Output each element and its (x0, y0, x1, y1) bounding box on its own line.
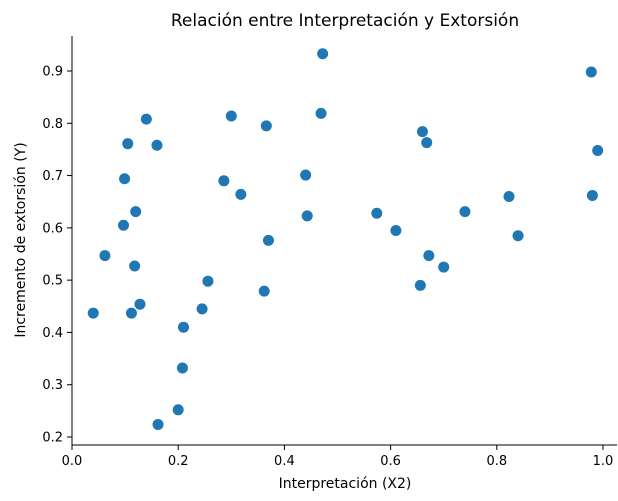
data-point (258, 285, 270, 297)
x-tick-label: 0.2 (168, 454, 189, 469)
y-tick-label: 0.9 (42, 65, 63, 80)
data-point (421, 137, 433, 149)
data-point (122, 138, 134, 150)
x-tick-label: 0.4 (274, 454, 295, 469)
data-point (414, 279, 426, 291)
data-point (317, 48, 329, 60)
y-tick-label: 0.5 (42, 274, 63, 289)
data-point (196, 303, 208, 315)
data-point (300, 169, 312, 181)
x-axis-title: Interpretación (X2) (279, 476, 412, 492)
data-point (119, 173, 131, 185)
data-point (315, 107, 327, 119)
data-point (459, 206, 471, 218)
data-point (125, 307, 137, 319)
plot-area: 0.0 0.2 0.4 0.6 0.8 1.0 0.2 0.3 0.4 0.5 0.6 0.7 0.8 0… (42, 36, 617, 469)
data-point (172, 404, 184, 416)
data-point (438, 261, 450, 273)
y-tick-label: 0.7 (42, 169, 63, 184)
data-point (202, 275, 214, 287)
data-point (129, 260, 141, 272)
data-point (130, 206, 142, 218)
data-point (134, 298, 146, 310)
data-point (586, 189, 598, 201)
y-tick-label: 0.6 (42, 221, 63, 236)
data-point (585, 66, 597, 78)
data-point (260, 120, 272, 132)
data-point (390, 224, 402, 236)
data-point (371, 207, 383, 219)
y-tick-label: 0.8 (42, 117, 63, 132)
y-axis-title: Incremento de extorsión (Y) (13, 142, 29, 337)
data-point (416, 126, 428, 138)
data-point (99, 250, 111, 262)
x-tick-label: 0.6 (380, 454, 401, 469)
data-point (235, 188, 247, 200)
chart-title: Relación entre Interpretación y Extorsió… (171, 11, 519, 31)
x-tick-label: 0.8 (486, 454, 507, 469)
data-point (178, 321, 190, 333)
x-tick-label: 1.0 (593, 454, 614, 469)
data-point (152, 418, 164, 430)
data-point (503, 190, 515, 202)
data-point (87, 307, 99, 319)
data-point (592, 144, 604, 156)
data-point (225, 110, 237, 122)
data-point (151, 139, 163, 151)
data-point (512, 230, 524, 242)
data-point (176, 362, 188, 374)
data-point (301, 210, 313, 222)
y-tick-label: 0.4 (42, 326, 63, 341)
data-point (118, 219, 130, 231)
x-tick-label: 0.0 (62, 454, 83, 469)
data-point (262, 234, 274, 246)
data-point (218, 175, 230, 187)
data-point (423, 250, 435, 262)
y-tick-label: 0.2 (42, 431, 63, 446)
data-point (140, 113, 152, 125)
y-tick-label: 0.3 (42, 378, 63, 393)
